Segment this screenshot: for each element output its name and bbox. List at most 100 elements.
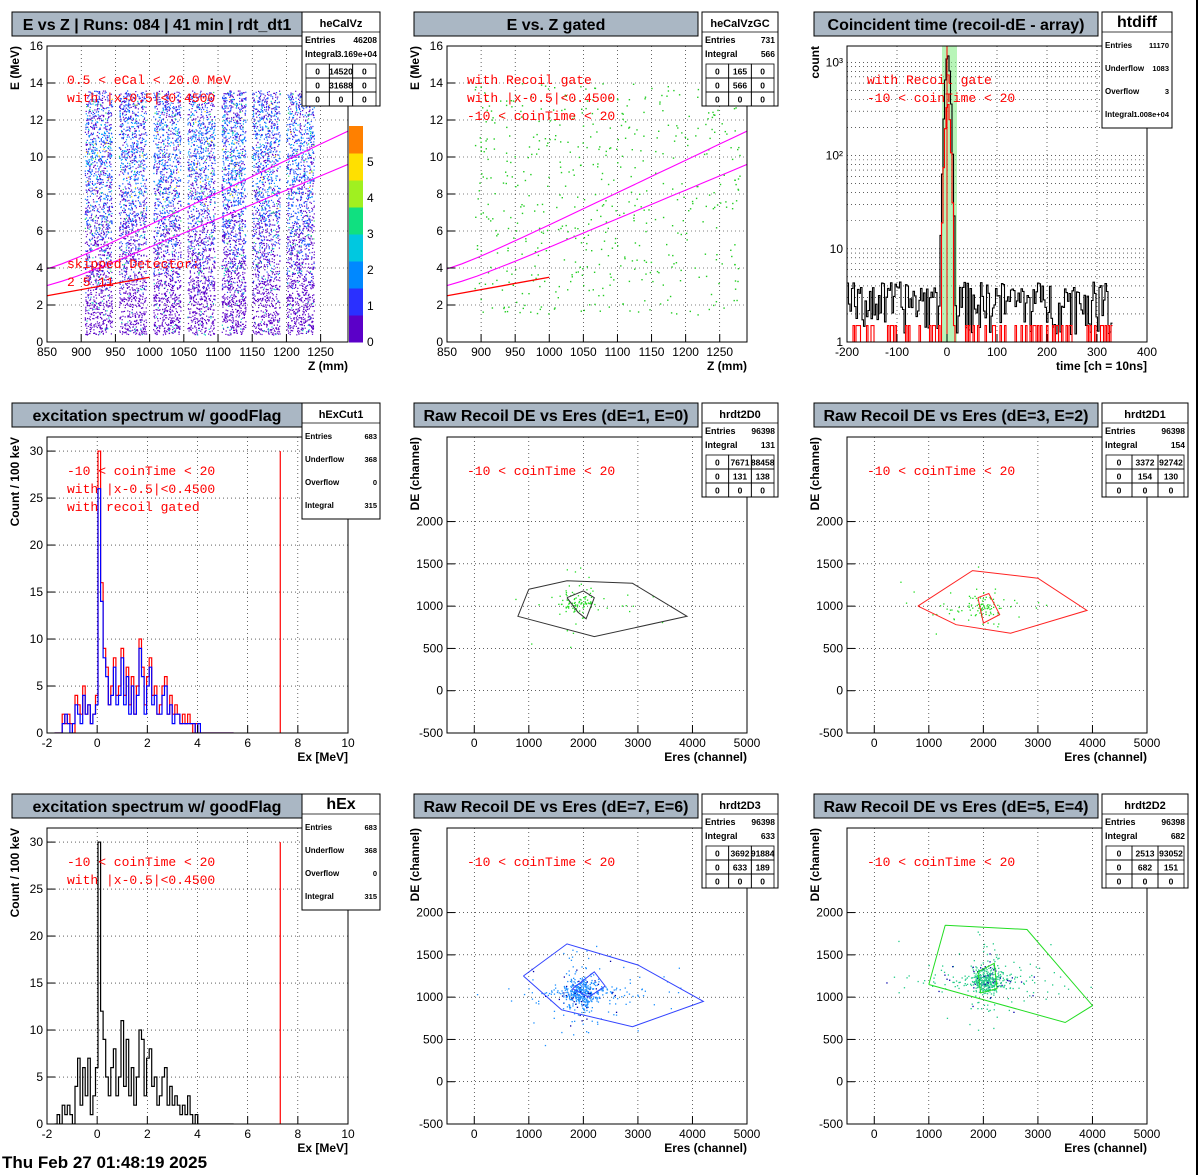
heatmap-point — [171, 243, 173, 245]
heatmap-point — [108, 165, 111, 167]
heatmap-point — [97, 240, 99, 242]
heatmap-point — [164, 187, 166, 189]
heatmap-point — [111, 176, 113, 178]
heatmap-point — [134, 316, 137, 318]
heatmap-point — [87, 224, 89, 226]
heatmap-point — [164, 179, 167, 181]
heatmap-point — [107, 305, 109, 307]
heatmap-point — [94, 143, 96, 145]
heatmap-point — [86, 106, 88, 108]
heatmap-point — [153, 167, 155, 170]
heatmap-point — [91, 155, 93, 157]
heatmap-point — [211, 270, 213, 272]
heatmap-point — [98, 308, 100, 310]
heatmap-point — [170, 240, 172, 242]
heatmap-point — [198, 135, 200, 137]
heatmap-point — [208, 143, 210, 145]
heatmap-point — [177, 141, 179, 143]
heatmap-point — [85, 296, 87, 298]
heatmap-point — [134, 176, 136, 178]
heatmap-point — [85, 325, 87, 327]
heatmap-point — [188, 207, 190, 209]
heatmap-point — [127, 261, 129, 263]
heatmap-point — [135, 221, 137, 223]
heatmap-point — [162, 222, 165, 224]
heatmap-point — [122, 251, 124, 253]
heatmap-point — [156, 113, 158, 115]
heatmap-point — [126, 194, 128, 196]
heatmap-point — [161, 322, 163, 324]
heatmap-point — [202, 282, 204, 284]
heatmap-point — [119, 157, 121, 159]
heatmap-point — [201, 272, 203, 274]
heatmap-point — [100, 331, 103, 333]
heatmap-point — [201, 324, 203, 326]
heatmap-point — [198, 284, 200, 286]
heatmap-point — [188, 168, 190, 170]
heatmap-point — [158, 124, 160, 126]
heatmap-point — [188, 303, 190, 305]
heatmap-point — [170, 322, 172, 324]
heatmap-point — [89, 261, 91, 263]
heatmap-point — [93, 173, 96, 175]
heatmap-point — [141, 107, 143, 109]
heatmap-point — [204, 300, 206, 302]
heatmap-point — [144, 216, 146, 218]
heatmap-point — [103, 203, 105, 205]
heatmap-point — [164, 101, 166, 103]
heatmap-point — [102, 162, 104, 164]
heatmap-point — [108, 319, 110, 321]
heatmap-point — [156, 127, 159, 129]
heatmap-point — [129, 242, 131, 245]
heatmap-point — [157, 123, 159, 125]
heatmap-point — [121, 151, 123, 153]
heatmap-point — [86, 163, 88, 165]
heatmap-point — [104, 156, 106, 158]
heatmap-point — [95, 144, 97, 146]
heatmap-point — [213, 95, 216, 97]
heatmap-point — [124, 93, 126, 95]
heatmap-point — [134, 186, 137, 189]
heatmap-point — [134, 258, 136, 260]
heatmap-point — [176, 276, 178, 278]
heatmap-point — [204, 159, 207, 161]
heatmap-point — [200, 330, 202, 332]
heatmap-point — [143, 210, 145, 212]
heatmap-point — [174, 158, 176, 160]
heatmap-point — [142, 328, 145, 330]
heatmap-point — [190, 325, 192, 327]
heatmap-point — [159, 210, 161, 212]
heatmap-point — [210, 180, 212, 182]
heatmap-point — [195, 134, 197, 136]
heatmap-point — [142, 127, 144, 129]
heatmap-point — [106, 199, 109, 201]
heatmap-point — [166, 232, 168, 235]
heatmap-point — [143, 287, 145, 289]
heatmap-point — [168, 115, 170, 118]
heatmap-point — [123, 298, 125, 300]
heatmap-point — [104, 167, 107, 169]
heatmap-point — [188, 282, 190, 284]
heatmap-point — [145, 178, 148, 180]
heatmap-point — [191, 255, 193, 257]
heatmap-point — [174, 300, 176, 302]
heatmap-point — [90, 171, 92, 173]
heatmap-point — [197, 151, 199, 153]
heatmap-point — [143, 254, 145, 256]
heatmap-point — [162, 334, 164, 336]
heatmap-point — [109, 161, 111, 163]
heatmap-point — [111, 212, 113, 215]
heatmap-point — [89, 115, 91, 117]
heatmap-point — [88, 176, 90, 178]
heatmap-point — [169, 176, 171, 178]
heatmap-point — [129, 219, 131, 221]
heatmap-point — [140, 182, 142, 184]
heatmap-point — [90, 243, 92, 245]
heatmap-point — [176, 215, 179, 217]
heatmap-point — [122, 183, 124, 185]
heatmap-point — [201, 253, 203, 256]
heatmap-point — [193, 261, 196, 263]
heatmap-point — [192, 280, 194, 282]
heatmap-point — [144, 327, 146, 329]
heatmap-point — [155, 98, 157, 100]
